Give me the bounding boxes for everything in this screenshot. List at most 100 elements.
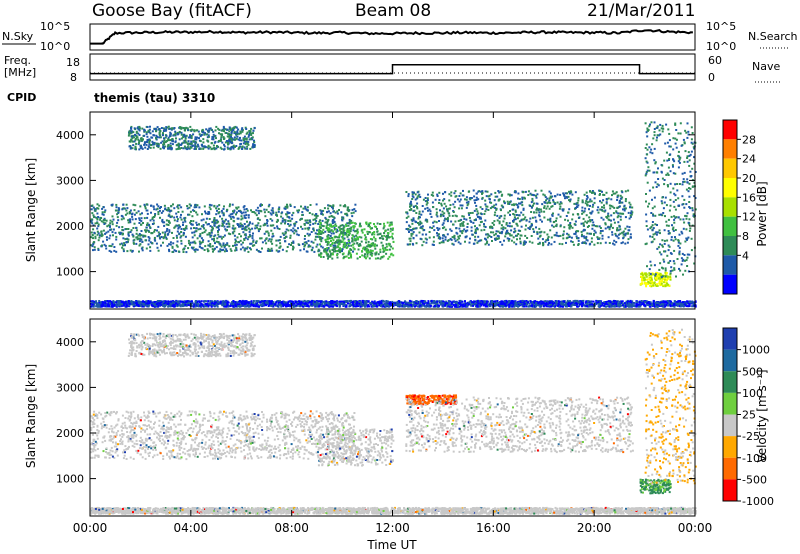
range-cell bbox=[223, 246, 226, 249]
range-cell bbox=[673, 300, 676, 303]
range-cell bbox=[501, 304, 504, 307]
range-cell bbox=[303, 245, 306, 248]
range-cell bbox=[191, 223, 194, 226]
range-cell bbox=[399, 303, 402, 306]
range-cell bbox=[152, 205, 155, 208]
range-cell bbox=[168, 250, 171, 253]
range-cell bbox=[199, 147, 202, 150]
range-cell bbox=[111, 231, 114, 234]
range-cell bbox=[190, 204, 192, 207]
range-cell bbox=[648, 302, 651, 305]
range-cell bbox=[252, 304, 255, 307]
range-cell bbox=[342, 243, 345, 246]
range-cell bbox=[91, 212, 94, 215]
range-cell bbox=[654, 301, 657, 304]
range-cell bbox=[160, 244, 162, 247]
range-cell bbox=[344, 204, 346, 207]
range-cell bbox=[300, 205, 302, 208]
range-cell bbox=[182, 304, 185, 307]
range-cell bbox=[175, 137, 177, 140]
range-cell bbox=[155, 304, 158, 307]
range-cell bbox=[129, 132, 132, 135]
range-cell bbox=[226, 242, 229, 245]
range-cell bbox=[131, 233, 134, 236]
range-cell bbox=[678, 302, 681, 305]
range-cell bbox=[244, 126, 247, 129]
range-cell bbox=[157, 205, 160, 208]
range-cell bbox=[221, 220, 224, 223]
range-cell bbox=[333, 236, 336, 239]
range-cell bbox=[688, 305, 691, 307]
range-cell bbox=[228, 126, 231, 129]
range-cell bbox=[241, 130, 244, 133]
range-cell bbox=[388, 303, 391, 306]
range-cell bbox=[127, 228, 130, 230]
range-cell bbox=[336, 236, 339, 239]
range-cell bbox=[382, 305, 385, 308]
range-cell bbox=[205, 217, 208, 220]
range-cell bbox=[211, 304, 214, 307]
range-cell bbox=[92, 249, 94, 252]
range-cell bbox=[146, 148, 149, 150]
range-cell bbox=[256, 226, 258, 229]
range-cell bbox=[296, 209, 299, 212]
range-cell bbox=[239, 145, 242, 148]
range-cell bbox=[199, 140, 202, 143]
range-cell bbox=[261, 241, 264, 244]
range-cell bbox=[193, 240, 196, 243]
range-cell bbox=[307, 304, 309, 307]
range-cell bbox=[133, 127, 136, 130]
range-cell bbox=[261, 247, 263, 250]
range-cell bbox=[215, 304, 218, 307]
range-cell bbox=[331, 219, 334, 222]
range-cell bbox=[414, 303, 417, 306]
range-cell bbox=[475, 304, 478, 307]
range-cell bbox=[425, 305, 428, 308]
range-cell bbox=[540, 304, 543, 307]
range-cell bbox=[329, 212, 332, 215]
range-cell bbox=[582, 304, 585, 307]
range-cell bbox=[423, 301, 426, 303]
range-cell bbox=[251, 237, 254, 240]
range-cell bbox=[169, 142, 172, 145]
range-cell bbox=[535, 305, 537, 308]
range-cell bbox=[519, 301, 522, 304]
range-cell bbox=[90, 244, 93, 247]
range-cell bbox=[117, 304, 120, 306]
range-cell bbox=[245, 225, 248, 228]
range-cell bbox=[210, 229, 213, 232]
range-cell bbox=[627, 302, 630, 305]
range-cell bbox=[216, 237, 219, 240]
range-cell bbox=[130, 146, 132, 149]
range-cell bbox=[244, 140, 246, 143]
range-cell bbox=[151, 130, 154, 133]
range-cell bbox=[124, 213, 127, 216]
range-cell bbox=[184, 147, 187, 149]
range-cell bbox=[153, 134, 156, 137]
range-cell bbox=[265, 230, 268, 233]
range-cell bbox=[319, 301, 322, 304]
range-cell bbox=[245, 128, 248, 130]
range-cell bbox=[209, 243, 212, 245]
range-cell bbox=[146, 301, 149, 303]
range-cell bbox=[281, 219, 284, 222]
range-cell bbox=[223, 205, 225, 208]
range-cell bbox=[196, 129, 199, 132]
range-cell bbox=[321, 224, 324, 227]
range-cell bbox=[234, 241, 237, 244]
range-cell bbox=[564, 303, 567, 306]
range-cell bbox=[187, 247, 190, 250]
range-cell bbox=[631, 303, 634, 306]
range-cell bbox=[490, 301, 493, 304]
range-cell bbox=[234, 303, 237, 306]
range-cell bbox=[159, 233, 161, 235]
range-cell bbox=[171, 143, 174, 146]
range-cell bbox=[285, 213, 288, 216]
range-cell bbox=[182, 302, 185, 304]
range-cell bbox=[168, 229, 171, 232]
range-cell bbox=[193, 249, 196, 251]
range-cell bbox=[177, 250, 180, 253]
range-cell bbox=[617, 303, 619, 306]
range-cell bbox=[202, 225, 205, 228]
range-cell bbox=[101, 305, 104, 308]
